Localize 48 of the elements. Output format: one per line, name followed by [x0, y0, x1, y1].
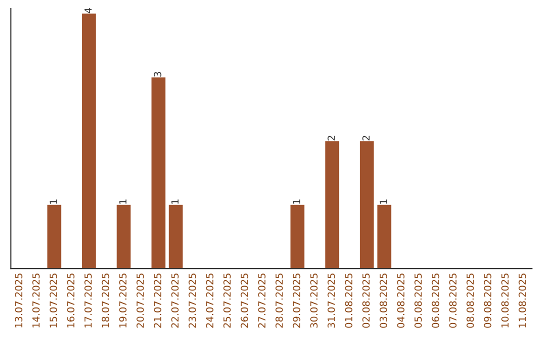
x-tick-label: 25.07.2025 — [223, 274, 231, 328]
data-label: 2 — [362, 136, 370, 140]
x-tick-label: 20.07.2025 — [136, 274, 144, 328]
data-label: 2 — [328, 136, 335, 140]
x-tick-label: 23.07.2025 — [188, 274, 196, 328]
x-tick-label: 14.07.2025 — [32, 274, 40, 328]
x-tick-label: 28.07.2025 — [276, 274, 283, 328]
x-tick-label: 02.08.2025 — [362, 274, 370, 328]
bar — [168, 204, 183, 269]
x-tick-label: 11.08.2025 — [518, 274, 526, 328]
bar — [377, 204, 392, 269]
x-tick-label: 18.07.2025 — [102, 274, 110, 328]
data-label: 1 — [50, 200, 57, 204]
x-tick-label: 06.08.2025 — [432, 274, 440, 328]
x-tick-label: 22.07.2025 — [171, 274, 179, 328]
data-label: 1 — [380, 200, 387, 204]
x-tick-label: 27.07.2025 — [258, 274, 266, 328]
x-tick-label: 01.08.2025 — [344, 274, 352, 328]
x-tick-label: 19.07.2025 — [119, 274, 127, 328]
x-tick-label: 03.08.2025 — [380, 274, 388, 328]
data-label: 1 — [171, 200, 178, 204]
bar — [290, 204, 304, 269]
x-tick-label: 15.07.2025 — [50, 274, 58, 328]
x-tick-label: 05.08.2025 — [414, 274, 422, 328]
data-label: 1 — [119, 200, 126, 204]
x-tick-label: 21.07.2025 — [154, 274, 162, 328]
x-tick-label: 08.08.2025 — [466, 274, 474, 328]
bar — [325, 141, 340, 269]
bar — [82, 14, 96, 269]
x-tick-label: 17.07.2025 — [84, 274, 92, 328]
x-tick-label: 09.08.2025 — [484, 274, 492, 328]
x-tick-label: 16.07.2025 — [67, 274, 74, 328]
data-label: 1 — [293, 200, 300, 204]
x-tick-label: 07.08.2025 — [449, 274, 457, 328]
x-tick-label: 30.07.2025 — [310, 274, 318, 328]
x-tick-label: 04.08.2025 — [397, 274, 404, 328]
data-label: 3 — [154, 72, 162, 77]
x-tick-label: 29.07.2025 — [292, 274, 300, 328]
bar — [47, 204, 62, 269]
data-label: 4 — [84, 8, 92, 14]
x-tick-label: 24.07.2025 — [206, 274, 214, 328]
x-tick-label: 31.07.2025 — [328, 274, 335, 328]
bar — [116, 204, 131, 269]
bar — [360, 141, 374, 269]
x-tick-label: 13.07.2025 — [14, 274, 22, 328]
x-tick-label: 26.07.2025 — [240, 274, 248, 328]
bar — [151, 77, 166, 269]
x-tick-label: 10.08.2025 — [501, 274, 509, 328]
